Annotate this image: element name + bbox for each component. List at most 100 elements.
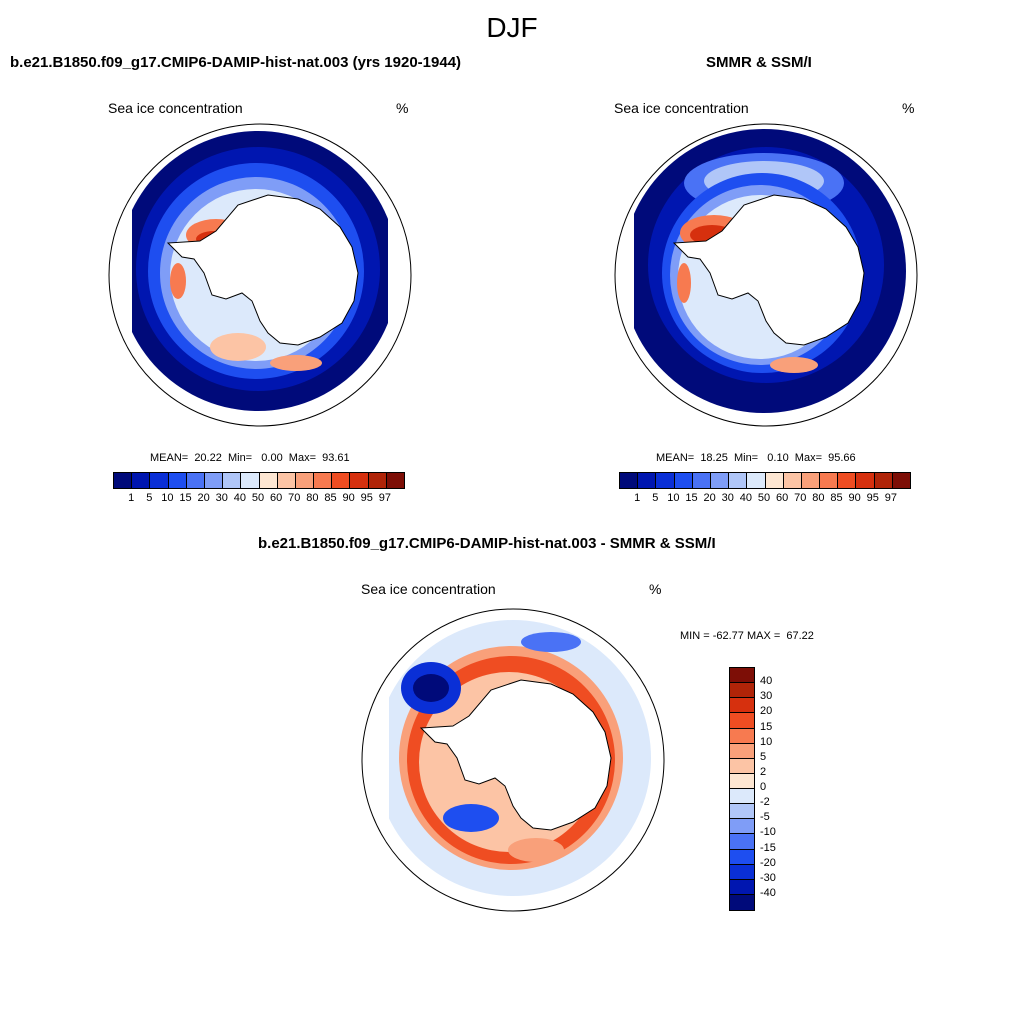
obs-subtitle: Sea ice concentration	[614, 100, 749, 116]
diff-subtitle: Sea ice concentration	[361, 581, 496, 597]
diff-unit: %	[649, 581, 662, 597]
diff-colorbar-tick-label: -5	[760, 811, 770, 824]
diff-colorbar-tick-label: -30	[760, 871, 776, 884]
model-colorbar-swatch	[114, 473, 133, 488]
model-colorbar-tick-label: 1	[128, 492, 135, 504]
model-colorbar-tick-label: 30	[215, 492, 228, 504]
diff-colorbar-tick-label: 30	[760, 690, 773, 703]
model-colorbar-tick-label: 60	[270, 492, 283, 504]
obs-colorbar-swatch	[783, 473, 802, 488]
obs-colorbar-tick-label: 20	[703, 492, 716, 504]
obs-colorbar-swatch	[620, 473, 639, 488]
model-colorbar-tick-label: 70	[288, 492, 301, 504]
diff-colorbar	[729, 667, 755, 911]
model-colorbar	[113, 472, 405, 489]
model-colorbar-swatch	[150, 473, 169, 488]
diff-colorbar-tick-label: 10	[760, 735, 773, 748]
diff-colorbar-tick-label: 15	[760, 720, 773, 733]
obs-unit: %	[902, 100, 915, 116]
diff-colorbar-tick-label: -10	[760, 826, 776, 839]
model-colorbar-tick-label: 97	[378, 492, 391, 504]
diff-colorbar-tick-label: 40	[760, 675, 773, 688]
obs-colorbar-tick-label: 15	[685, 492, 698, 504]
obs-colorbar-swatch	[801, 473, 821, 488]
diff-colorbar-labels: 40 30 20 15 10 5 2 0 -2 -5 -10 -15 -20 -30 -40	[760, 667, 800, 909]
model-subtitle: Sea ice concentration	[108, 100, 243, 116]
model-colorbar-swatch	[386, 473, 404, 488]
diff-colorbar-tick-label: -40	[760, 886, 776, 899]
model-colorbar-swatch	[259, 473, 278, 488]
model-colorbar-tick-label: 20	[197, 492, 210, 504]
obs-colorbar-swatch	[765, 473, 784, 488]
obs-colorbar-swatch	[892, 473, 910, 488]
diff-colorbar-tick-label: 2	[760, 765, 767, 778]
diff-colorbar-swatch	[730, 758, 754, 774]
diff-colorbar-swatch	[730, 713, 754, 729]
diff-colorbar-swatch	[730, 879, 754, 895]
diff-colorbar-swatch	[730, 743, 754, 759]
obs-colorbar-swatch	[692, 473, 711, 488]
model-colorbar-labels: 1 5 10 15 20 30 40 50 60 70 80 85 90 95 97	[113, 492, 403, 506]
diff-stats: MIN = -62.77 MAX = 67.22	[680, 630, 814, 642]
diff-colorbar-swatch	[730, 789, 754, 805]
diff-colorbar-swatch	[730, 668, 754, 684]
obs-colorbar-tick-label: 95	[866, 492, 879, 504]
model-colorbar-tick-label: 50	[251, 492, 265, 504]
obs-colorbar-swatch	[729, 473, 748, 488]
diff-colorbar-swatch	[730, 683, 754, 699]
model-colorbar-swatch	[277, 473, 296, 488]
diff-colorbar-tick-label: 20	[760, 705, 773, 718]
model-colorbar-tick-label: 15	[179, 492, 192, 504]
model-colorbar-tick-label: 80	[306, 492, 319, 504]
obs-colorbar-swatch	[874, 473, 893, 488]
obs-colorbar-tick-label: 90	[848, 492, 861, 504]
model-panel-title: b.e21.B1850.f09_g17.CMIP6-DAMIP-hist-nat…	[10, 54, 462, 71]
obs-colorbar	[619, 472, 911, 489]
diff-colorbar-swatch	[730, 773, 754, 789]
obs-colorbar-tick-label: 80	[812, 492, 825, 504]
obs-colorbar-tick-label: 97	[884, 492, 897, 504]
diff-colorbar-swatch	[730, 819, 754, 835]
obs-colorbar-swatch	[838, 473, 857, 488]
diff-colorbar-swatch	[730, 698, 754, 714]
diff-colorbar-swatch	[730, 728, 754, 744]
obs-sea-ice-map	[614, 123, 918, 427]
obs-colorbar-swatch	[656, 473, 675, 488]
diff-colorbar-tick-label: 5	[760, 750, 767, 763]
obs-colorbar-swatch	[856, 473, 875, 488]
obs-colorbar-swatch	[820, 473, 839, 488]
model-colorbar-tick-label: 95	[360, 492, 373, 504]
model-colorbar-swatch	[168, 473, 187, 488]
obs-colorbar-tick-label: 70	[794, 492, 807, 504]
diff-panel-title: b.e21.B1850.f09_g17.CMIP6-DAMIP-hist-nat…	[258, 535, 716, 552]
obs-colorbar-tick-label: 50	[757, 492, 771, 504]
model-colorbar-swatch	[295, 473, 315, 488]
model-colorbar-tick-label: 85	[324, 492, 337, 504]
model-colorbar-swatch	[223, 473, 242, 488]
model-colorbar-tick-label: 10	[161, 492, 174, 504]
obs-colorbar-tick-label: 1	[634, 492, 641, 504]
obs-colorbar-tick-label: 85	[830, 492, 843, 504]
diff-colorbar-swatch	[730, 864, 754, 880]
diff-sea-ice-map	[361, 608, 665, 912]
model-stats: MEAN= 20.22 Min= 0.00 Max= 93.61	[150, 452, 350, 464]
diff-colorbar-swatch	[730, 834, 754, 850]
obs-panel-title: SMMR & SSM/I	[706, 54, 812, 71]
model-colorbar-tick-label: 5	[146, 492, 153, 504]
model-colorbar-swatch	[368, 473, 387, 488]
diff-colorbar-tick-label: -20	[760, 856, 776, 869]
diff-colorbar-tick-label: 0	[760, 781, 767, 793]
obs-colorbar-tick-label: 5	[652, 492, 659, 504]
diff-colorbar-swatch	[730, 849, 754, 865]
page-title: DJF	[486, 12, 538, 43]
obs-colorbar-swatch	[638, 473, 657, 488]
model-colorbar-swatch	[314, 473, 333, 488]
diff-colorbar-tick-label: -15	[760, 841, 776, 854]
obs-colorbar-tick-label: 10	[667, 492, 680, 504]
model-colorbar-swatch	[132, 473, 151, 488]
obs-colorbar-labels: 1 5 10 15 20 30 40 50 60 70 80 85 90 95 97	[619, 492, 909, 506]
obs-colorbar-tick-label: 40	[739, 492, 752, 504]
obs-colorbar-swatch	[674, 473, 693, 488]
obs-colorbar-tick-label: 30	[721, 492, 734, 504]
model-colorbar-tick-label: 40	[233, 492, 246, 504]
